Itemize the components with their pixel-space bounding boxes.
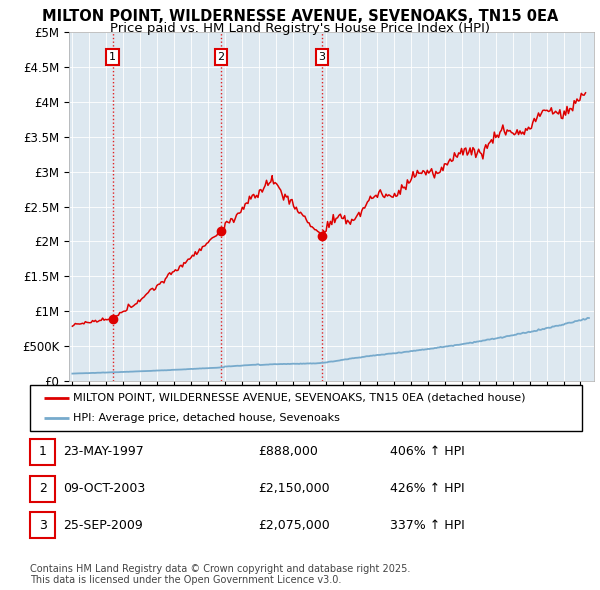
Text: 3: 3	[319, 52, 325, 62]
Text: MILTON POINT, WILDERNESSE AVENUE, SEVENOAKS, TN15 0EA: MILTON POINT, WILDERNESSE AVENUE, SEVENO…	[42, 9, 558, 24]
Text: 426% ↑ HPI: 426% ↑ HPI	[390, 482, 464, 495]
Text: £2,150,000: £2,150,000	[258, 482, 329, 495]
FancyBboxPatch shape	[30, 439, 55, 465]
Text: 2: 2	[217, 52, 224, 62]
Text: 2: 2	[38, 482, 47, 495]
Text: 1: 1	[109, 52, 116, 62]
FancyBboxPatch shape	[30, 512, 55, 538]
Text: 3: 3	[38, 519, 47, 532]
Text: 406% ↑ HPI: 406% ↑ HPI	[390, 445, 465, 458]
Text: 1: 1	[38, 445, 47, 458]
Text: HPI: Average price, detached house, Sevenoaks: HPI: Average price, detached house, Seve…	[73, 414, 340, 424]
Text: £888,000: £888,000	[258, 445, 318, 458]
Text: 09-OCT-2003: 09-OCT-2003	[63, 482, 145, 495]
Text: 23-MAY-1997: 23-MAY-1997	[63, 445, 144, 458]
Text: £2,075,000: £2,075,000	[258, 519, 330, 532]
Text: Price paid vs. HM Land Registry's House Price Index (HPI): Price paid vs. HM Land Registry's House …	[110, 22, 490, 35]
Text: MILTON POINT, WILDERNESSE AVENUE, SEVENOAKS, TN15 0EA (detached house): MILTON POINT, WILDERNESSE AVENUE, SEVENO…	[73, 392, 526, 402]
FancyBboxPatch shape	[30, 476, 55, 502]
FancyBboxPatch shape	[30, 385, 582, 431]
Text: Contains HM Land Registry data © Crown copyright and database right 2025.
This d: Contains HM Land Registry data © Crown c…	[30, 563, 410, 585]
Text: 337% ↑ HPI: 337% ↑ HPI	[390, 519, 465, 532]
Text: 25-SEP-2009: 25-SEP-2009	[63, 519, 143, 532]
